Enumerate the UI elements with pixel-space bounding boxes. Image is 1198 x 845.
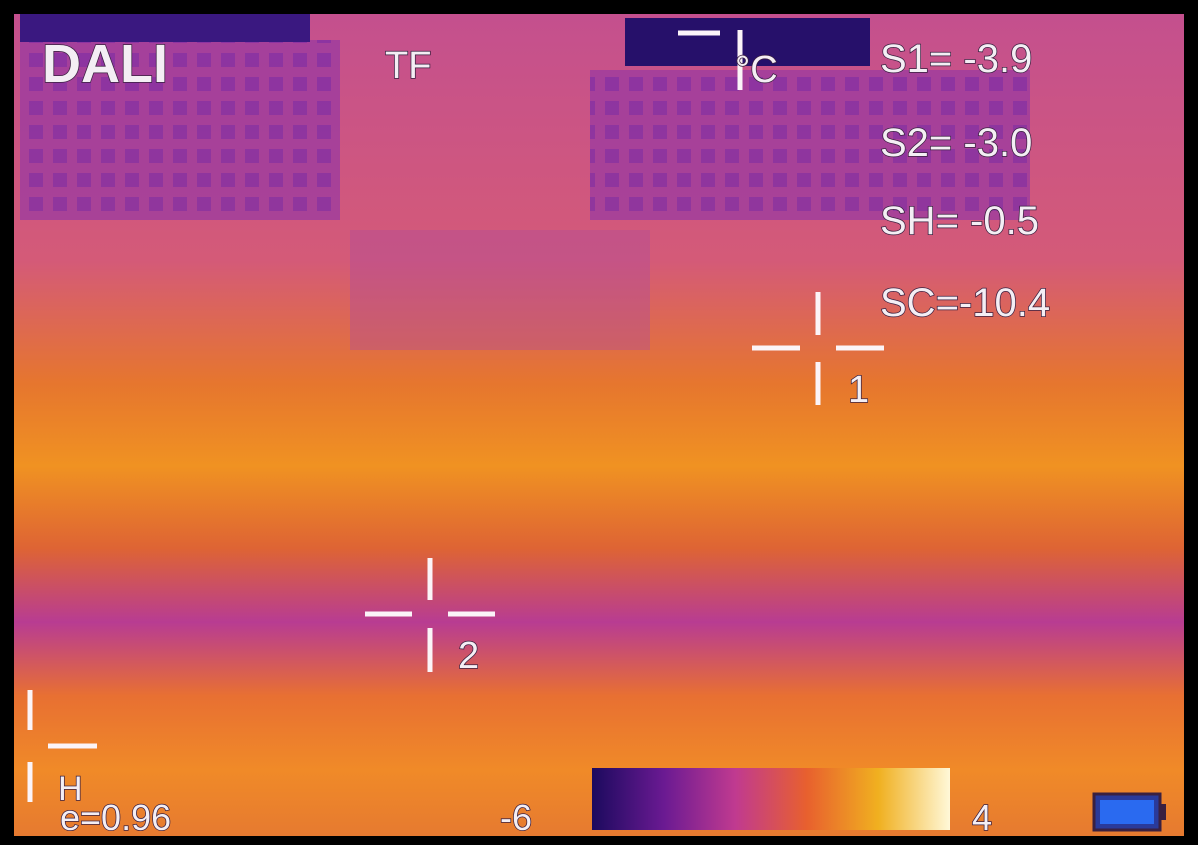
cold-region (20, 14, 310, 42)
battery-icon (1092, 792, 1166, 832)
crosshair-h (27, 690, 97, 802)
marker-label: 1 (848, 369, 869, 411)
cold-region (350, 230, 650, 350)
unit: °C (735, 49, 778, 91)
crosshair-1 (752, 292, 884, 405)
crosshair-2 (365, 558, 495, 672)
brand: DALI (42, 34, 168, 94)
window-cold (20, 40, 340, 220)
reading: SH= -0.5 (880, 199, 1039, 243)
marker-label: 2 (458, 635, 479, 677)
color-scale (592, 768, 950, 830)
mode: TF (385, 45, 431, 87)
reading: S2= -3.0 (880, 121, 1032, 165)
readings: S1= -3.9 S2= -3.0 SH= -0.5 SC=-10.4 (879, 36, 1051, 326)
marker-label: H (58, 770, 83, 808)
reading: S1= -3.9 (880, 37, 1032, 81)
scale-max: 4 (972, 797, 992, 838)
window-cold (590, 70, 1030, 220)
reading: SC=-10.4 (880, 281, 1050, 325)
scale-min: -6 (500, 797, 532, 838)
cold-region (625, 18, 870, 66)
emissivity: e=0.96 (60, 797, 171, 838)
